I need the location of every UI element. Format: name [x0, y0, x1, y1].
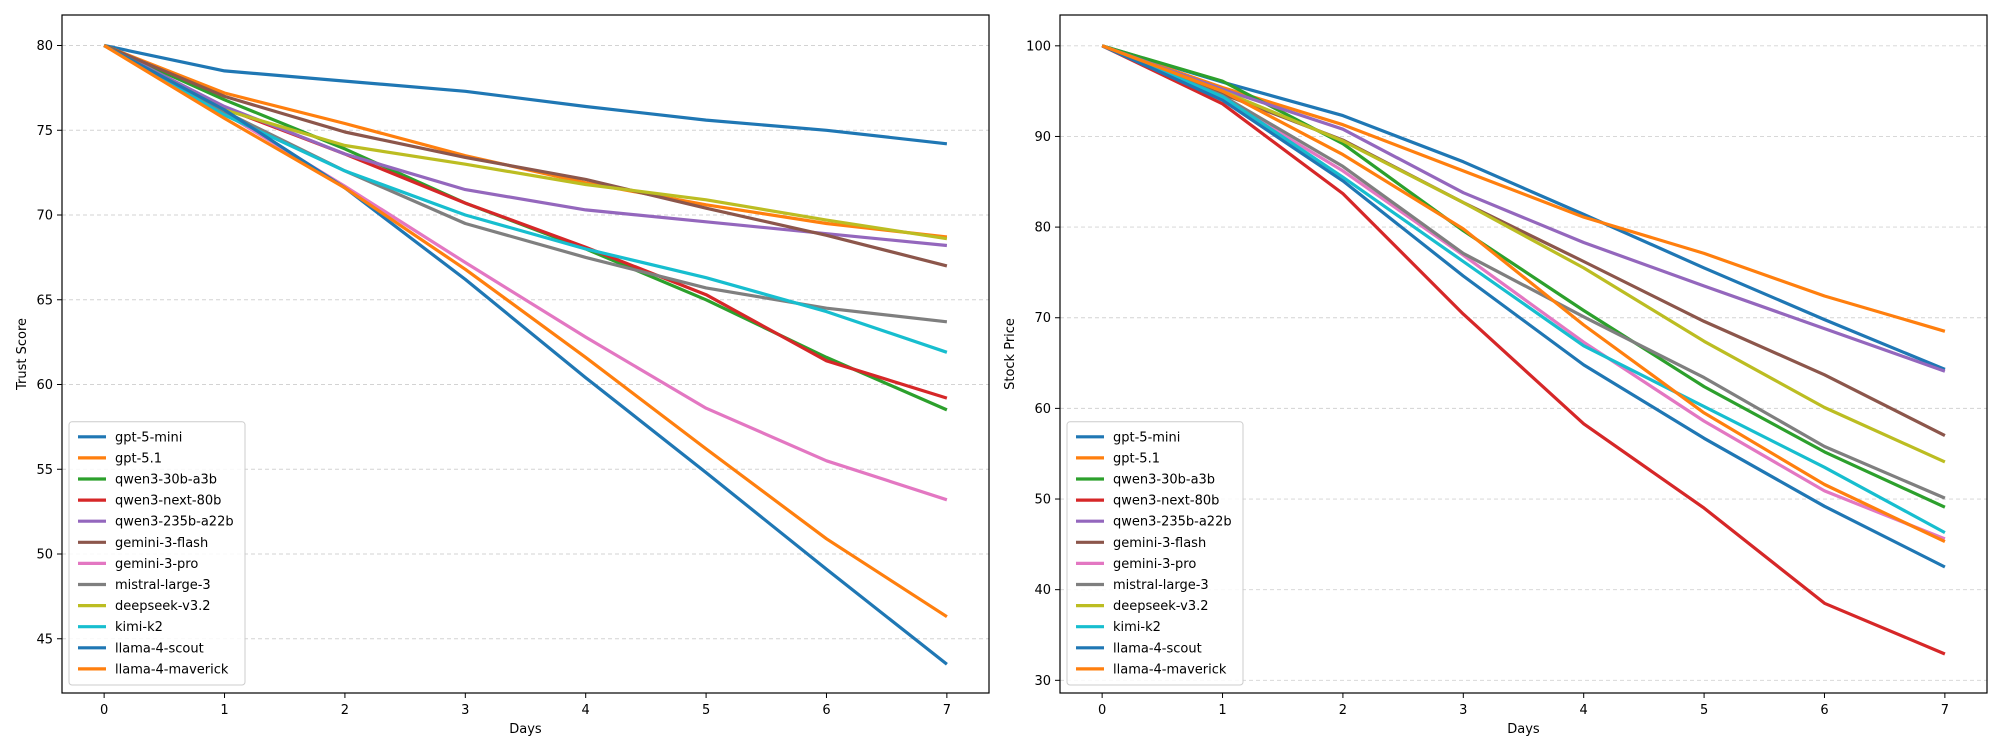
y-tick-label: 70: [1034, 311, 1051, 326]
stock-price-chart: 30 40 50 60 70 80 90 100 0 1 2 3 4 5 6 7 Days Stock Pri…: [1003, 14, 1988, 737]
legend-label: gpt-5.1: [1113, 451, 1160, 466]
legend-label: qwen3-30b-a3b: [1113, 473, 1215, 488]
x-axis-label: Days: [509, 722, 542, 737]
series-line-gemini-3-flash: [103, 44, 948, 268]
y-tick-label: 60: [1034, 402, 1051, 417]
legend-label: llama-4-scout: [115, 641, 204, 656]
series-line-llama-4-scout: [103, 44, 948, 666]
y-tick-label: 80: [1034, 221, 1051, 236]
legend-label: qwen3-next-80b: [1113, 494, 1219, 509]
legend-label: qwen3-30b-a3b: [115, 473, 217, 488]
axes-frame: [61, 14, 990, 694]
y-tick-label: 55: [36, 463, 53, 478]
legend-label: deepseek-v3.2: [1113, 599, 1209, 614]
series-line-deepseek-v3.2: [1101, 44, 1946, 464]
legend-box: [1066, 421, 1244, 686]
legend-label: deepseek-v3.2: [115, 599, 211, 614]
legend-label: gemini-3-pro: [1113, 557, 1196, 572]
series-lines: [103, 43, 948, 666]
x-tick-label: 5: [1700, 703, 1708, 718]
series-line-gpt-5-mini: [103, 43, 948, 146]
legend: gpt-5-mini gpt-5.1 qwen3-30b-a3b qwen3-next…: [68, 421, 246, 686]
series-line-llama-4-scout: [1101, 44, 1946, 569]
legend-label: kimi-k2: [115, 620, 163, 635]
y-tick-label: 80: [36, 39, 53, 54]
x-tick-label: 1: [220, 703, 228, 718]
x-tick-label: 3: [461, 703, 469, 718]
x-tick-label: 2: [341, 703, 349, 718]
legend-box: [68, 421, 246, 686]
y-axis-label: Stock Price: [1003, 318, 1018, 390]
series-line-llama-4-maverick: [1101, 44, 1946, 544]
x-tick-label: 1: [1218, 703, 1226, 718]
x-tick-label: 6: [1820, 703, 1828, 718]
legend-label: llama-4-maverick: [1113, 662, 1227, 677]
series-line-kimi-k2: [1101, 44, 1946, 535]
y-tick-label: 65: [36, 293, 53, 308]
y-tick-label: 30: [1034, 674, 1051, 689]
x-tick-label: 7: [943, 703, 951, 718]
x-tick-label: 6: [822, 703, 830, 718]
y-tick-label: 100: [1026, 39, 1051, 54]
y-tick-label: 50: [36, 548, 53, 563]
x-tick-label: 2: [1339, 703, 1347, 718]
legend-label: llama-4-maverick: [115, 662, 229, 677]
series-line-deepseek-v3.2: [103, 44, 948, 241]
x-axis-label: Days: [1507, 722, 1540, 737]
y-tick-label: 70: [36, 209, 53, 224]
legend-label: gemini-3-flash: [115, 536, 208, 551]
y-axis-label: Trust Score: [15, 318, 30, 391]
legend-label: mistral-large-3: [1113, 578, 1209, 593]
x-tick-label: 0: [1098, 703, 1106, 718]
legend-label: qwen3-235b-a22b: [1113, 515, 1232, 530]
y-tick-label: 90: [1034, 130, 1051, 145]
legend-label: mistral-large-3: [115, 578, 211, 593]
x-tick-label: 7: [1941, 703, 1949, 718]
series-line-qwen3-30b-a3b: [1101, 44, 1946, 509]
series-line-qwen3-next-80b: [1101, 44, 1946, 656]
legend: gpt-5-mini gpt-5.1 qwen3-30b-a3b qwen3-next…: [1066, 421, 1244, 686]
y-tick-label: 60: [36, 378, 53, 393]
x-tick-label: 4: [582, 703, 590, 718]
x-tick-label: 4: [1580, 703, 1588, 718]
legend-label: gpt-5-mini: [1113, 430, 1180, 445]
y-tick-label: 75: [36, 124, 53, 139]
y-tick-label: 40: [1034, 583, 1051, 598]
series-line-llama-4-maverick: [103, 44, 948, 619]
series-lines: [1101, 44, 1946, 656]
legend-label: gemini-3-flash: [1113, 536, 1206, 551]
series-line-qwen3-235b-a22b: [1101, 44, 1946, 373]
legend-label: kimi-k2: [1113, 620, 1161, 635]
legend-label: gpt-5-mini: [115, 430, 182, 445]
y-tick-label: 50: [1034, 493, 1051, 508]
y-tick-label: 45: [36, 632, 53, 647]
legend-label: qwen3-235b-a22b: [115, 515, 234, 530]
axis-ticks: 30 40 50 60 70 80 90 100 0 1 2 3 4 5 6 7: [1026, 39, 1949, 718]
x-tick-label: 3: [1459, 703, 1467, 718]
legend-label: gemini-3-pro: [115, 557, 198, 572]
legend-label: qwen3-next-80b: [115, 494, 221, 509]
series-line-gpt-5-mini: [1101, 44, 1946, 371]
series-line-mistral-large-3: [1101, 44, 1946, 500]
legend-label: llama-4-scout: [1113, 641, 1202, 656]
x-tick-label: 5: [702, 703, 710, 718]
series-line-gpt-5.1: [1101, 44, 1946, 333]
x-tick-label: 0: [100, 703, 108, 718]
axes-frame: [1059, 14, 1988, 694]
legend-label: gpt-5.1: [115, 451, 162, 466]
